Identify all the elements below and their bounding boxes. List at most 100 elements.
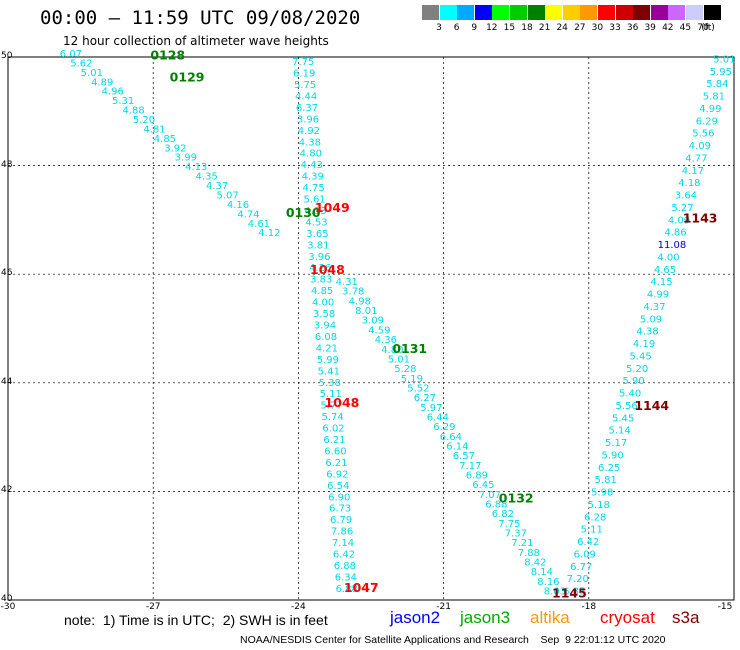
wave-height-value: 4.65 — [654, 265, 676, 276]
wave-height-value: 4.09 — [668, 215, 690, 226]
wave-height-value: 5.61 — [303, 195, 325, 206]
legend-swatch — [615, 5, 633, 20]
wave-height-value: 4.80 — [381, 345, 403, 356]
wave-height-value: 4.99 — [647, 290, 669, 301]
legend-swatch — [474, 5, 492, 20]
wave-height-value: 5.27 — [671, 203, 693, 214]
wave-height-value: 4.53 — [305, 217, 327, 228]
wave-height-value: 3.64 — [675, 191, 697, 202]
wave-height-value: 4.18 — [678, 178, 700, 189]
legend-swatch — [650, 5, 668, 20]
wave-height-value: 6.34 — [335, 572, 357, 583]
wave-height-value: 5.45 — [629, 351, 651, 362]
wave-height-value: 3.65 — [306, 229, 328, 240]
legend-tick-label: 9 — [471, 23, 478, 33]
pass-id-label: 1145 — [552, 585, 587, 600]
wave-height-value: 5.09 — [640, 314, 662, 325]
latitude-label: 48 — [1, 159, 13, 170]
wave-height-value: 5.74 — [321, 412, 343, 423]
wave-height-value: 7.14 — [332, 538, 354, 549]
pass-id-label: 1048 — [325, 395, 360, 410]
legend-swatch — [492, 5, 510, 20]
longitude-label: -24 — [291, 602, 306, 612]
page-title: 00:00 – 11:59 UTC 09/08/2020 — [40, 7, 361, 29]
pass-id-label: 0128 — [150, 48, 185, 63]
wave-height-value: 4.89 — [91, 77, 113, 88]
wave-height-value: 5.11 — [320, 389, 342, 400]
wave-height-value: 5.90 — [622, 376, 644, 387]
wave-height-value: 5.01 — [81, 68, 103, 79]
wave-height-value: 4.00 — [312, 298, 334, 309]
wave-height-value: 7.86 — [331, 527, 353, 538]
legend-tick-label: 18 — [521, 23, 533, 33]
wave-height-value: 4.98 — [349, 296, 371, 307]
wave-height-value: 5.81 — [595, 475, 617, 486]
wave-height-value: 5.98 — [591, 488, 613, 499]
wave-height-value: 6.77 — [570, 562, 592, 573]
wave-height-value: 4.12 — [258, 228, 280, 239]
satellite-s3a: s3a — [672, 608, 700, 627]
wave-height-value: 3.96 — [297, 114, 319, 125]
wave-height-value: 5.41 — [318, 366, 340, 377]
wave-height-value: 4.39 — [302, 172, 324, 183]
wave-height-value: 6.42 — [577, 537, 599, 548]
wave-height-value: 4.43 — [301, 160, 323, 171]
wave-height-value: 4.81 — [143, 124, 165, 135]
wave-height-value: 4.09 — [689, 141, 711, 152]
legend-tick-label: 36 — [626, 23, 639, 33]
wave-height-value: 7.21 — [511, 538, 533, 549]
wave-height-value: 4.00 — [657, 252, 679, 263]
latitude-label: 40 — [1, 594, 13, 604]
wave-height-value: 6.85 — [563, 587, 585, 598]
wave-height-value: 6.07 — [60, 49, 82, 60]
wave-height-value: 4.26 — [309, 263, 331, 274]
wave-height-value: 4.99 — [699, 104, 721, 115]
legend-swatch — [686, 5, 703, 20]
wave-height-value: 5.31 — [112, 96, 134, 107]
wave-height-value: 6.14 — [446, 441, 468, 452]
wave-height-value: 6.29 — [696, 116, 718, 127]
wave-height-value: 4.59 — [368, 325, 390, 336]
wave-height-value: 6.21 — [325, 458, 347, 469]
legend-swatch — [580, 5, 598, 20]
wave-height-value: 8.14 — [531, 567, 553, 578]
legend-tick-label: 45 — [679, 23, 692, 33]
wave-height-value: 6.29 — [433, 422, 455, 433]
wave-height-value: 4.16 — [227, 200, 249, 211]
wave-height-value: 4.86 — [664, 228, 686, 239]
wave-height-value: 6.21 — [323, 435, 345, 446]
wave-height-value: 3.96 — [308, 252, 330, 263]
satellite-jason2: jason2 — [390, 608, 441, 627]
wave-height-value: 5.56 — [692, 129, 714, 140]
wave-height-value: 3.78 — [342, 287, 364, 298]
wave-height-value: 6.60 — [324, 446, 346, 457]
wave-height-value: 4.35 — [196, 172, 218, 183]
wave-height-value: 3.99 — [175, 153, 197, 164]
wave-height-value: 4.96 — [102, 87, 124, 98]
wave-height-value: 4.85 — [154, 134, 176, 145]
wave-height-value: 6.54 — [327, 481, 349, 492]
wave-height-value: 5.20 — [626, 364, 648, 375]
legend-tick-label: 21 — [538, 23, 551, 33]
wave-height-value: 6.45 — [472, 480, 494, 491]
wave-height-value: 4.21 — [316, 343, 338, 354]
wave-height-value: 4.36 — [375, 335, 397, 346]
legend-swatch — [457, 5, 475, 20]
pass-id-label: 1048 — [310, 262, 345, 277]
legend-tick-label: 70 — [697, 23, 709, 33]
legend-swatch — [703, 5, 721, 20]
pass-id-label: 0131 — [392, 341, 427, 356]
color-legend: 3 6 9 12 15 18 21 24 27 30 33 36 39 42 45 70 (ft) — [422, 5, 728, 35]
legend-tick-label: 15 — [503, 23, 516, 33]
wave-height-value: 5.45 — [612, 413, 634, 424]
wave-height-value: 4.13 — [304, 206, 326, 217]
wave-height-value: 6.88 — [336, 584, 358, 595]
wave-height-value: 6.44 — [427, 412, 449, 423]
wave-height-value: 6.92 — [326, 469, 348, 480]
wave-height-value: 6.88 — [334, 561, 356, 572]
wave-height-value: 6.64 — [440, 432, 462, 443]
pass-id-label: 0132 — [499, 490, 534, 505]
wave-height-value: 5.81 — [703, 92, 725, 103]
satellite-cryosat: cryosat — [600, 608, 655, 627]
